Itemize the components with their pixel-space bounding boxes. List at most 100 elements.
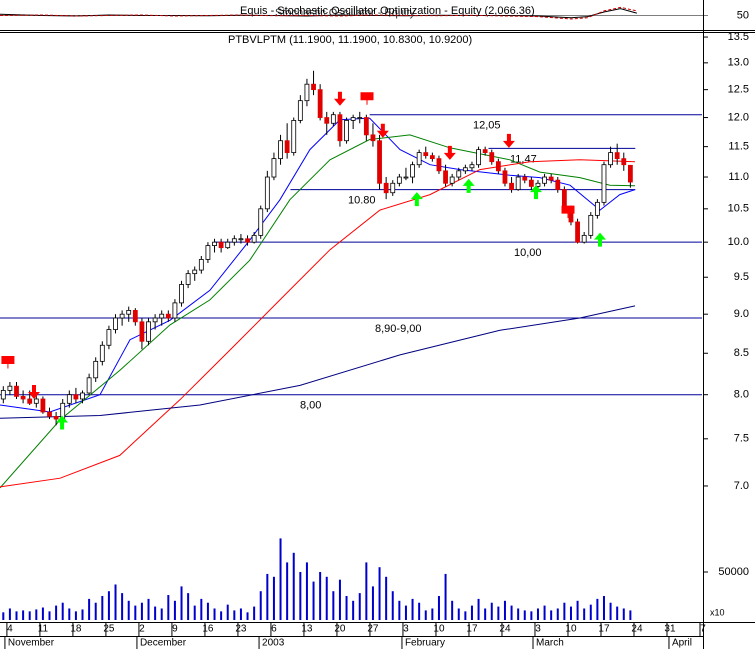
x-tick-label: 9 [172, 624, 178, 635]
volume-bar [15, 611, 18, 620]
y-tick-label: 9.0 [734, 308, 749, 320]
volume-bar [220, 611, 223, 620]
candle-body [357, 117, 363, 119]
candle-body [198, 259, 204, 271]
x-tick-label: 27 [367, 624, 379, 635]
volume-bar [121, 593, 124, 620]
exit-marker [561, 205, 575, 219]
candle-body [588, 214, 594, 236]
x-tick-label: 10 [565, 624, 577, 635]
candle-body [66, 394, 72, 404]
candle-body [185, 273, 191, 285]
x-tick-label: 16 [202, 624, 214, 635]
candle-body [73, 394, 79, 400]
volume-bar [523, 610, 526, 620]
volume-bar [81, 609, 84, 620]
month-label: 2003 [262, 638, 285, 649]
candle-body [311, 83, 316, 91]
exit-marker [360, 92, 374, 105]
volume-bar [180, 586, 183, 620]
volume-bar [510, 605, 513, 620]
volume-bar [127, 600, 130, 620]
x-tick-label: 23 [235, 624, 247, 635]
volume-bar [338, 579, 341, 620]
volume-bar [28, 611, 31, 620]
candle-body [27, 398, 33, 404]
candle-body [159, 313, 165, 319]
level-label: 8,90-9,00 [375, 323, 421, 335]
x-tick-label: 17 [466, 624, 478, 635]
y-tick-label: 50000 [718, 566, 749, 578]
candle-body [132, 310, 138, 323]
volume-bar [451, 600, 454, 620]
volume-bar [253, 606, 256, 620]
candle-body [225, 241, 231, 249]
volume-bar [470, 605, 473, 620]
candle-body [522, 176, 528, 181]
candle-body [271, 158, 277, 178]
candle-body [113, 317, 118, 330]
candle-body [324, 117, 330, 124]
month-label: April [672, 638, 692, 649]
candle-body [528, 179, 534, 187]
y-tick-label: 11.5 [728, 141, 749, 153]
x-tick-label: 24 [499, 624, 511, 635]
y-tick-label: 9.5 [734, 271, 749, 283]
candle-body [509, 182, 514, 190]
volume-bar [609, 602, 612, 620]
volume-bar [292, 552, 295, 620]
x-tick-label: 2 [139, 624, 145, 635]
x-tick-label: 17 [598, 624, 610, 635]
volume-bar [233, 610, 236, 620]
candle-body [7, 385, 13, 391]
month-label: December [140, 638, 187, 649]
candle-body [165, 313, 171, 319]
volume-bar [411, 598, 414, 620]
candle-body [594, 201, 600, 216]
candle-body [317, 89, 323, 118]
volume-bar [48, 611, 51, 620]
volume-bar [385, 576, 388, 620]
volume-bar [160, 608, 163, 620]
volume-bar [398, 600, 401, 620]
volume-bar [2, 612, 5, 620]
volume-bar [226, 604, 229, 620]
y-tick-label: 10.5 [728, 203, 749, 215]
x-tick-label: 10 [433, 624, 445, 635]
candle-body [495, 161, 501, 172]
candle-body [192, 269, 198, 275]
candle-body [535, 182, 541, 187]
candle-body [456, 170, 462, 178]
volume-bar [88, 598, 91, 620]
volume-bar [596, 598, 599, 620]
volume-bar [616, 606, 619, 620]
indicator-title: Equis - Stochastic Oscillator Optimizati… [240, 5, 535, 17]
candle-body [489, 152, 495, 163]
candle-body [548, 176, 554, 181]
buy-arrow [529, 185, 542, 200]
volume-bar [437, 596, 440, 620]
volume-bar [239, 608, 242, 620]
candle-body [86, 377, 92, 394]
volume-bar [279, 538, 282, 620]
candle-body [278, 140, 283, 160]
volume-bar [477, 598, 480, 620]
volume-bar [576, 600, 579, 620]
y-tick-label: 10.0 [728, 236, 749, 248]
candle-body [469, 164, 475, 169]
volume-bar [424, 610, 427, 620]
exit-marker [1, 356, 15, 369]
candle-body [502, 170, 508, 184]
candle-body [350, 117, 356, 121]
volume-bar [332, 591, 335, 620]
y-tick-label: 8.5 [734, 347, 749, 359]
volume-bar [22, 610, 25, 620]
candle-body [99, 344, 105, 362]
y-tick-label: 13.5 [728, 31, 749, 43]
volume-bar [299, 572, 302, 620]
level-label: 10.80 [348, 194, 376, 206]
volume-bar [101, 596, 104, 620]
candle-body [575, 221, 580, 243]
candle-body [40, 398, 46, 413]
volume-bar [61, 602, 64, 620]
